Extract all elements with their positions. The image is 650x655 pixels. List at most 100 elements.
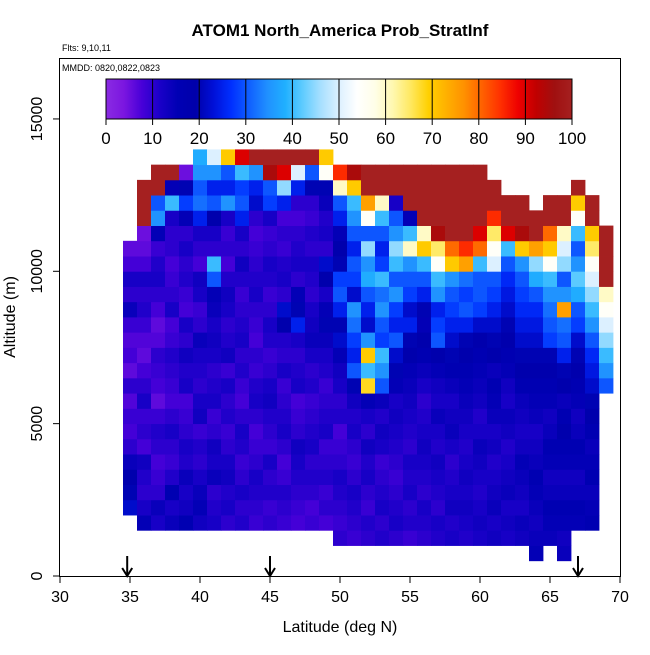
- heatmap-cell: [571, 225, 586, 242]
- heatmap-cell: [165, 484, 180, 501]
- heatmap-cell: [291, 377, 306, 394]
- heatmap-cell: [333, 301, 348, 318]
- heatmap-cell: [571, 377, 586, 394]
- heatmap-cell: [375, 393, 390, 409]
- heatmap-cell: [179, 454, 194, 470]
- heatmap-cell: [277, 347, 292, 364]
- heatmap-cell: [473, 438, 488, 455]
- heatmap-cell: [389, 225, 404, 242]
- heatmap-cell: [123, 438, 138, 455]
- heatmap-cell: [417, 423, 432, 440]
- heatmap-cell: [291, 271, 306, 287]
- heatmap-cell: [235, 499, 250, 516]
- heatmap-cell: [193, 317, 208, 333]
- heatmap-cell: [151, 499, 166, 516]
- heatmap-cell: [333, 286, 348, 303]
- heatmap-cell: [515, 393, 530, 409]
- heatmap-cell: [389, 179, 404, 196]
- heatmap-cell: [235, 164, 250, 181]
- heatmap-cell: [473, 240, 488, 257]
- heatmap-cell: [347, 438, 362, 455]
- heatmap-cell: [529, 545, 544, 562]
- heatmap-cell: [151, 225, 166, 242]
- heatmap-cell: [249, 317, 264, 333]
- heatmap-cell: [207, 393, 222, 409]
- heatmap-cell: [263, 225, 278, 242]
- dates-annotation: MMDD: 0820,0822,0823: [62, 63, 160, 73]
- heatmap-cell: [389, 286, 404, 303]
- heatmap-cell: [347, 225, 362, 242]
- heatmap-cell: [529, 317, 544, 333]
- heatmap-cell: [487, 408, 502, 425]
- heatmap-cell: [319, 438, 334, 455]
- heatmap-cell: [165, 210, 180, 226]
- heatmap-cell: [347, 499, 362, 516]
- heatmap-cell: [543, 393, 558, 409]
- heatmap-cell: [543, 530, 558, 546]
- heatmap-cell: [403, 164, 418, 181]
- heatmap-cell: [235, 195, 250, 211]
- heatmap-cell: [571, 423, 586, 440]
- heatmap-cell: [333, 195, 348, 211]
- heatmap-cell: [305, 179, 320, 196]
- heatmap-cell: [347, 210, 362, 226]
- heatmap-cell: [277, 499, 292, 516]
- heatmap-cell: [179, 393, 194, 409]
- heatmap-cell: [557, 256, 572, 272]
- heatmap-cell: [543, 499, 558, 516]
- heatmap-cell: [249, 149, 264, 166]
- heatmap-cell: [543, 484, 558, 501]
- heatmap-cell: [165, 347, 180, 364]
- heatmap-cell: [599, 317, 614, 333]
- heatmap-cell: [249, 332, 264, 348]
- heatmap-cell: [585, 515, 600, 531]
- heatmap-cell: [375, 301, 390, 318]
- heatmap-cell: [319, 423, 334, 440]
- heatmap-cell: [515, 362, 530, 379]
- heatmap-cell: [487, 393, 502, 409]
- heatmap-cell: [347, 530, 362, 546]
- heatmap-cell: [319, 195, 334, 211]
- heatmap-cell: [207, 240, 222, 257]
- heatmap-cell: [501, 438, 516, 455]
- flights-annotation: Flts: 9,10,11: [62, 43, 111, 53]
- heatmap-cell: [249, 408, 264, 425]
- heatmap-cell: [599, 362, 614, 379]
- heatmap-cell: [305, 240, 320, 257]
- heatmap-cell: [473, 423, 488, 440]
- heatmap-cell: [403, 484, 418, 501]
- heatmap-cell: [403, 332, 418, 348]
- heatmap-cell: [179, 515, 194, 531]
- heatmap-cell: [235, 301, 250, 318]
- heatmap-cell: [235, 393, 250, 409]
- heatmap-cell: [571, 515, 586, 531]
- heatmap-cell: [361, 210, 376, 226]
- heatmap-cell: [557, 393, 572, 409]
- heatmap-cell: [487, 469, 502, 485]
- heatmap-cell: [151, 256, 166, 272]
- heatmap-cell: [431, 256, 446, 272]
- heatmap-cell: [179, 484, 194, 501]
- heatmap-cell: [347, 179, 362, 196]
- heatmap-cell: [389, 377, 404, 394]
- heatmap-cell: [375, 195, 390, 211]
- heatmap-cell: [473, 195, 488, 211]
- heatmap-cell: [123, 377, 138, 394]
- heatmap-cell: [389, 408, 404, 425]
- heatmap-cell: [529, 530, 544, 546]
- heatmap-cell: [473, 271, 488, 287]
- heatmap-cell: [207, 149, 222, 166]
- heatmap-cell: [165, 317, 180, 333]
- heatmap-cell: [445, 530, 460, 546]
- heatmap-cell: [193, 347, 208, 364]
- heatmap-cell: [249, 225, 264, 242]
- heatmap-cell: [445, 317, 460, 333]
- heatmap-cell: [501, 347, 516, 364]
- heatmap-cell: [375, 164, 390, 181]
- heatmap-cell: [473, 332, 488, 348]
- heatmap-cell: [459, 332, 474, 348]
- heatmap-cell: [249, 240, 264, 257]
- heatmap-cell: [151, 179, 166, 196]
- heatmap-cell: [179, 362, 194, 379]
- heatmap-cell: [417, 271, 432, 287]
